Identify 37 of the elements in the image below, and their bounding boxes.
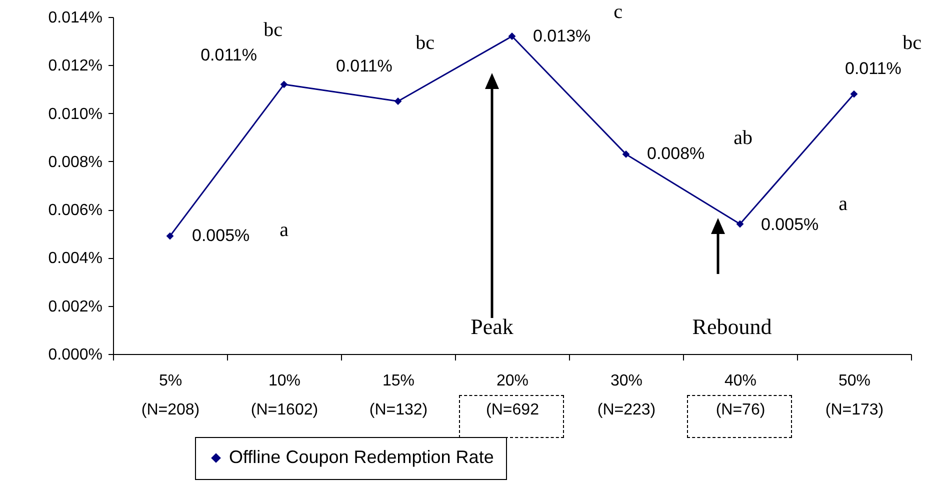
text: 0.013% <box>533 26 591 46</box>
x-tick-label: 50% (N=173) <box>825 372 884 418</box>
text: 0.005% <box>761 215 819 234</box>
point <box>166 232 174 240</box>
text: 0.011% <box>845 59 902 78</box>
annotation: a <box>280 219 289 241</box>
y-tick-label: 0.002% <box>48 298 102 316</box>
annotation: Peak <box>470 314 514 339</box>
annotation: bc <box>416 32 435 54</box>
x-tick-label: 30% (N=223) <box>597 372 656 418</box>
y-tick-label: 0.004% <box>48 250 102 268</box>
annotation: bc <box>264 19 283 41</box>
y-tick-label: 0.012% <box>48 58 102 75</box>
x-tick-label: 40% (N=76) <box>716 372 766 418</box>
x-tick-label: 15% (N=132) <box>369 372 428 418</box>
annotation: a <box>838 193 848 215</box>
annotation: ab <box>734 127 752 149</box>
y-tick-label: 0.000% <box>48 346 102 364</box>
y-tick-label: 0.008% <box>48 154 102 171</box>
x-tick-label: 5% (N=208) <box>141 372 200 418</box>
text: 0.011% <box>336 56 392 76</box>
y-tick-label: 0.006% <box>48 202 102 220</box>
y-tick-label: 0.014% <box>48 10 102 26</box>
text: 0.005% <box>192 226 250 246</box>
x-tick-label: 10% (N=1602) <box>250 372 318 418</box>
y-tick-label: 0.010% <box>48 106 102 123</box>
legend-label: Offline Coupon Redemption Rate <box>229 447 494 467</box>
point <box>622 150 630 158</box>
text: 0.008% <box>647 144 705 164</box>
point <box>736 220 744 228</box>
point <box>280 80 288 88</box>
annotation: bc <box>902 32 922 54</box>
text: 0.011% <box>200 45 257 64</box>
x-tick-label: 20% (N=692 <box>486 372 540 418</box>
annotation: c <box>614 1 623 23</box>
annotation: Rebound <box>692 314 772 339</box>
point <box>850 90 858 98</box>
